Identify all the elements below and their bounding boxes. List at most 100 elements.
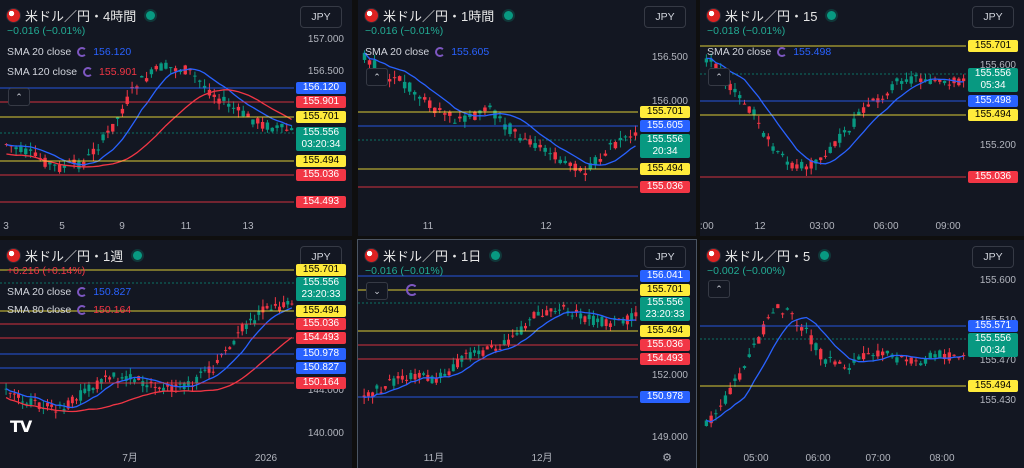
candle-body (91, 387, 95, 391)
candle-body (285, 129, 289, 131)
chart-symbol-header[interactable]: 米ドル／円・4時間 (6, 6, 156, 25)
sma-fast-line (364, 311, 636, 399)
price-level-badge: 155.556 23:20:33 (640, 297, 690, 321)
price-label: 155.571 (974, 320, 1012, 331)
candle-body (823, 359, 828, 364)
candle-body (766, 317, 770, 319)
price-chart[interactable] (700, 0, 1024, 236)
candle-body (443, 113, 447, 115)
candle-body (372, 60, 377, 69)
y-axis-tick: 144.000 (307, 385, 344, 396)
candle-body (747, 106, 751, 113)
candle-body (405, 379, 409, 381)
currency-button[interactable]: JPY (644, 6, 686, 28)
chart-symbol-header[interactable]: 米ドル／円・1週 (6, 246, 143, 265)
candle-body (153, 386, 157, 388)
settings-gear-icon[interactable]: ⚙ (662, 452, 672, 464)
candle-body (33, 152, 38, 157)
candle-body (458, 116, 462, 119)
candle-body (738, 373, 742, 380)
price-chart[interactable] (700, 240, 1024, 468)
chevron-up-icon[interactable]: ⌃ (366, 68, 388, 86)
candle-body (785, 308, 790, 310)
indicator-settings-icon[interactable] (777, 47, 788, 57)
candle-body (799, 161, 804, 169)
candle-body (485, 346, 489, 350)
candle-body (961, 78, 966, 82)
indicator-settings-icon[interactable] (83, 67, 94, 77)
indicator-legend[interactable]: SMA 80 close 150.164 (7, 304, 131, 316)
chart-panel[interactable]: 米ドル／円・15 −0.018 (−0.01%) SMA 20 close 155.4… (700, 0, 1024, 236)
chart-panel[interactable]: 米ドル／円・5−0.002 (−0.00%)⌃JPY155.600155.510… (700, 240, 1024, 468)
indicator-label: SMA 20 close (7, 286, 72, 298)
candle-body (222, 96, 226, 101)
candle-body (86, 154, 91, 156)
price-chart[interactable] (0, 0, 352, 236)
candle-body (503, 124, 507, 130)
price-chart[interactable] (358, 240, 696, 468)
indicator-settings-icon[interactable] (77, 305, 88, 315)
chevron-up-icon[interactable]: ⌃ (708, 68, 730, 86)
candle-body (733, 378, 737, 381)
candle-body (885, 93, 890, 96)
candle-body (528, 319, 532, 321)
indicator-legend[interactable]: SMA 120 close 155.901 (7, 66, 137, 78)
indicator-settings-icon[interactable] (435, 47, 446, 57)
chart-panel[interactable]: 米ドル／円・4時間 −0.016 (−0.01%) SMA 20 close 156.… (0, 0, 352, 236)
indicator-settings-icon[interactable] (77, 287, 88, 297)
currency-button[interactable]: JPY (972, 246, 1014, 268)
candle-body (904, 359, 909, 362)
chart-symbol-header[interactable]: 米ドル／円・1日 (364, 246, 501, 265)
candle-body (157, 387, 161, 389)
candle-body (919, 78, 923, 82)
candle-body (795, 164, 799, 169)
candle-body (947, 352, 951, 361)
candle-body (549, 308, 553, 312)
candle-body (533, 143, 537, 148)
y-axis-tick: 156.500 (651, 52, 688, 63)
chevron-up-icon[interactable]: ⌃ (708, 280, 730, 298)
tradingview-logo[interactable]: TV (10, 417, 32, 436)
indicator-settings-icon[interactable] (77, 47, 88, 57)
candle-body (588, 163, 593, 170)
candle-body (439, 372, 443, 378)
candle-body (62, 165, 67, 168)
candle-body (543, 147, 547, 152)
indicator-settings-icon[interactable] (406, 284, 418, 296)
chevron-down-icon[interactable]: ⌄ (366, 282, 388, 300)
indicator-legend[interactable]: SMA 20 close 156.120 (7, 46, 131, 58)
candle-body (275, 125, 279, 128)
currency-button[interactable]: JPY (644, 246, 686, 268)
candle-body (256, 118, 260, 124)
candle-body (790, 162, 794, 169)
indicator-value: 156.120 (93, 46, 132, 58)
chart-panel[interactable]: 米ドル／円・1週 +0.216 (+0.14%) SMA 20 close 150.8… (0, 240, 352, 468)
chart-title: 米ドル／円・1日 (383, 249, 482, 264)
candle-body (14, 147, 18, 150)
chart-symbol-header[interactable]: 米ドル／円・15 (706, 6, 837, 25)
price-chart[interactable] (358, 0, 696, 236)
candle-body (591, 315, 595, 325)
x-axis-tick: 2026 (254, 453, 278, 464)
candle-body (596, 318, 600, 323)
candle-body (133, 379, 136, 383)
currency-button[interactable]: JPY (300, 6, 342, 28)
candle-body (819, 349, 823, 360)
candle-body (733, 88, 737, 93)
chart-panel[interactable]: 米ドル／円・1時間 −0.016 (−0.01%) SMA 20 close 155.… (358, 0, 696, 236)
chart-panel[interactable]: 米ドル／円・1日 −0.016 (−0.01%) ⌄ JPY 152.000 149.00… (357, 239, 697, 468)
x-axis-tick: 5 (59, 221, 65, 232)
currency-button[interactable]: JPY (972, 6, 1014, 28)
candle-body (957, 357, 961, 359)
candle-body (57, 164, 62, 172)
candle-body (630, 313, 634, 321)
indicator-legend[interactable]: SMA 20 close 150.827 (7, 286, 131, 298)
candle-body (170, 384, 174, 392)
chart-symbol-header[interactable]: 米ドル／円・5 (706, 246, 830, 265)
indicator-legend[interactable]: SMA 20 close 155.605 (365, 46, 489, 58)
price-chart[interactable] (0, 240, 352, 468)
candle-body (771, 312, 775, 314)
chevron-up-icon[interactable]: ⌃ (8, 88, 30, 106)
chart-symbol-header[interactable]: 米ドル／円・1時間 (364, 6, 514, 25)
indicator-legend[interactable]: SMA 20 close 155.498 (707, 46, 831, 58)
